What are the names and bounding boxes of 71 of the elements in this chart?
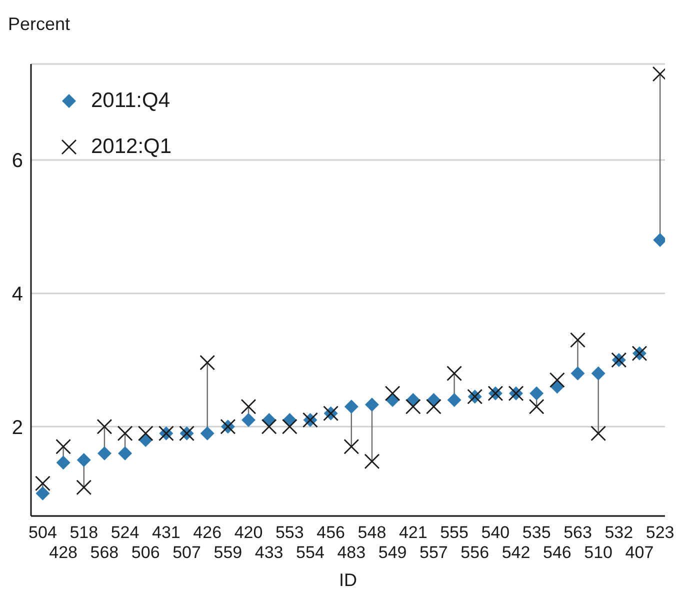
point	[364, 398, 379, 412]
point	[405, 398, 421, 414]
x-tick-label: 568	[90, 543, 119, 562]
x-tick-label: 421	[398, 523, 428, 542]
point	[76, 480, 92, 496]
x-tick-label: 483	[337, 543, 366, 562]
x-tick-label: 557	[420, 543, 448, 562]
point	[364, 454, 380, 470]
point	[242, 413, 256, 427]
point	[590, 426, 606, 442]
x-tick-label: 518	[70, 523, 98, 542]
x-tick-label: 540	[481, 523, 510, 542]
y-tick-label: 2	[12, 416, 23, 439]
point	[570, 332, 586, 348]
y-axis-title: Percent	[8, 14, 70, 35]
legend-label: 2012:Q1	[91, 135, 172, 159]
x-tick-label: 553	[275, 523, 304, 542]
point	[96, 418, 112, 434]
point	[591, 366, 606, 380]
point	[549, 372, 565, 388]
x-axis-title: ID	[339, 570, 357, 590]
point	[344, 438, 360, 454]
point	[570, 366, 585, 380]
point	[35, 476, 50, 492]
x-tick-label: 407	[625, 543, 654, 562]
point	[282, 418, 298, 434]
point	[76, 453, 91, 467]
y-tick-label: 6	[12, 150, 23, 172]
x-tick-label: 506	[131, 543, 160, 562]
point	[200, 354, 216, 370]
point	[447, 393, 462, 407]
point	[384, 386, 400, 402]
point	[446, 366, 462, 382]
x-tick-label: 456	[316, 523, 346, 542]
x-tick-label: 554	[296, 543, 324, 562]
x-tick-label: 504	[28, 523, 57, 542]
x-tick-label: 420	[234, 523, 263, 542]
x-tick-label: 428	[49, 543, 78, 562]
point	[200, 426, 214, 440]
x-tick-label: 563	[564, 523, 592, 542]
x-tick-label: 431	[152, 523, 180, 542]
x-tick-label: 524	[110, 523, 140, 542]
x-tick-label: 535	[522, 523, 551, 542]
point	[97, 446, 112, 460]
point	[528, 398, 544, 414]
x-tick-label: 555	[440, 523, 468, 542]
x-tick-label: 507	[172, 543, 201, 562]
point	[344, 400, 358, 414]
point	[118, 446, 132, 460]
x-tick-label: 542	[502, 543, 530, 562]
x-tick-label: 532	[604, 523, 634, 542]
x-tick-label: 556	[460, 543, 490, 562]
point	[138, 426, 154, 442]
x-tick-label: 426	[193, 523, 222, 542]
x-tick-label: 433	[254, 543, 284, 562]
point	[117, 426, 133, 442]
x-tick-label: 548	[358, 523, 386, 542]
y-tick-label: 4	[12, 283, 23, 306]
x-tick-label: 523	[646, 523, 674, 542]
x-tick-label: 546	[542, 543, 572, 562]
x-tick-label: 510	[584, 543, 613, 562]
point	[530, 386, 544, 400]
point	[426, 398, 442, 414]
point	[56, 456, 70, 470]
point	[36, 486, 50, 500]
point	[261, 418, 277, 434]
x-tick-label: 559	[214, 543, 242, 562]
point	[56, 438, 72, 454]
x-tick-label: 549	[378, 543, 407, 562]
legend-label: 2011:Q4	[91, 89, 170, 113]
point	[240, 398, 256, 414]
